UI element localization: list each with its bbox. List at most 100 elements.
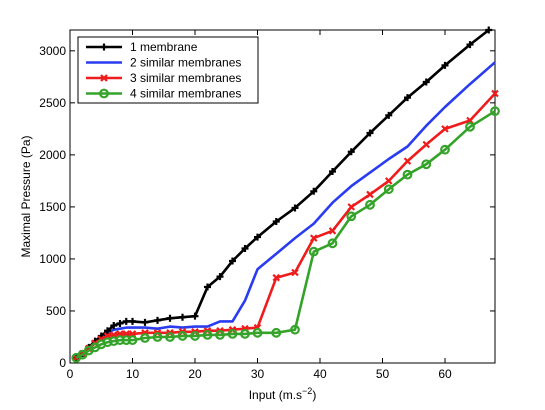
data-point (110, 322, 118, 330)
y-tick-label: 3000 (39, 44, 66, 58)
legend-label: 3 similar membranes (130, 71, 241, 85)
data-point (104, 327, 111, 335)
x-tick-label: 50 (376, 367, 390, 381)
legend-label: 1 membrane (130, 40, 198, 54)
data-point (365, 199, 375, 210)
data-point (272, 217, 280, 225)
data-point (254, 233, 261, 241)
data-point (440, 144, 450, 155)
data-point (141, 318, 149, 326)
x-tick-label: 30 (251, 367, 265, 381)
data-point (215, 330, 225, 340)
data-point (347, 203, 356, 211)
data-point (422, 78, 430, 86)
x-axis-label-end: ) (312, 388, 316, 402)
data-point (241, 245, 249, 253)
x-axis-label-exponent: −2 (302, 386, 312, 396)
data-point (102, 337, 113, 348)
data-point (116, 319, 124, 327)
legend-marker (100, 74, 108, 82)
legend-marker (99, 88, 109, 99)
data-point (384, 177, 393, 185)
data-point (166, 314, 174, 322)
legend-item: 3 similar membranes (86, 71, 241, 85)
data-point (441, 125, 449, 133)
data-point (491, 89, 499, 98)
data-point (177, 331, 188, 341)
data-point (154, 316, 161, 324)
data-point (291, 204, 299, 212)
data-point (465, 121, 475, 132)
x-axis-label: Input (m.s−2) (249, 386, 317, 402)
data-point (422, 140, 431, 149)
legend-item: 1 membrane (86, 40, 198, 54)
data-point (122, 317, 130, 325)
data-point (121, 335, 132, 346)
data-point (366, 129, 374, 137)
legend-label: 2 similar membranes (130, 56, 241, 70)
legend-label: 4 similar membranes (130, 87, 241, 101)
data-point (441, 61, 449, 69)
data-point (466, 41, 474, 49)
data-point (152, 332, 163, 342)
data-point (252, 327, 263, 338)
data-point (421, 159, 432, 170)
data-point (347, 148, 355, 156)
x-tick-label: 60 (438, 367, 452, 381)
data-point (204, 283, 211, 291)
data-point (346, 211, 357, 222)
y-axis-label: Maximal Pressure (Pa) (19, 135, 33, 257)
data-point (290, 324, 300, 335)
data-point (404, 94, 411, 102)
data-point (127, 335, 138, 346)
x-tick-label: 0 (67, 367, 74, 381)
data-point (229, 257, 236, 265)
legend-item: 2 similar membranes (86, 56, 241, 70)
ticks-layer: 0 10 20 30 40 50 60 0 500 1000 1500 2000 2500 3000 (39, 30, 495, 381)
x-tick-label: 40 (313, 367, 327, 381)
data-point (291, 268, 299, 277)
data-point (309, 234, 318, 242)
data-point (385, 111, 393, 119)
x-axis-label-main: Input (m.s (249, 388, 302, 402)
data-point (227, 328, 238, 339)
y-tick-label: 0 (59, 356, 66, 370)
legend-marker (100, 43, 108, 51)
y-tick-label: 2500 (39, 96, 66, 110)
y-tick-label: 2000 (39, 148, 66, 162)
data-point (328, 227, 337, 235)
data-point (403, 157, 412, 165)
data-point (202, 330, 213, 340)
data-point (240, 328, 250, 339)
data-point (402, 169, 413, 180)
data-point (383, 184, 394, 195)
data-point (272, 273, 281, 282)
data-point (329, 168, 336, 176)
data-point (216, 273, 224, 281)
data-point (179, 313, 186, 321)
y-tick-label: 500 (46, 304, 66, 318)
y-tick-label: 1500 (39, 200, 66, 214)
data-point (115, 335, 125, 346)
legend-item: 4 similar membranes (86, 87, 241, 101)
series-4 (71, 106, 500, 363)
data-point (140, 333, 150, 343)
data-point (490, 106, 500, 117)
data-point (191, 312, 199, 320)
data-point (327, 238, 338, 249)
data-point (485, 26, 493, 34)
data-point (310, 187, 318, 195)
data-point (271, 327, 282, 338)
x-tick-label: 20 (188, 367, 202, 381)
data-point (129, 317, 136, 325)
x-tick-label: 10 (126, 367, 140, 381)
data-point (308, 246, 319, 257)
series-layer (71, 26, 500, 363)
data-point (165, 332, 175, 342)
data-point (108, 336, 119, 347)
y-tick-label: 1000 (39, 252, 66, 266)
data-point (366, 190, 374, 199)
data-point (190, 331, 200, 341)
